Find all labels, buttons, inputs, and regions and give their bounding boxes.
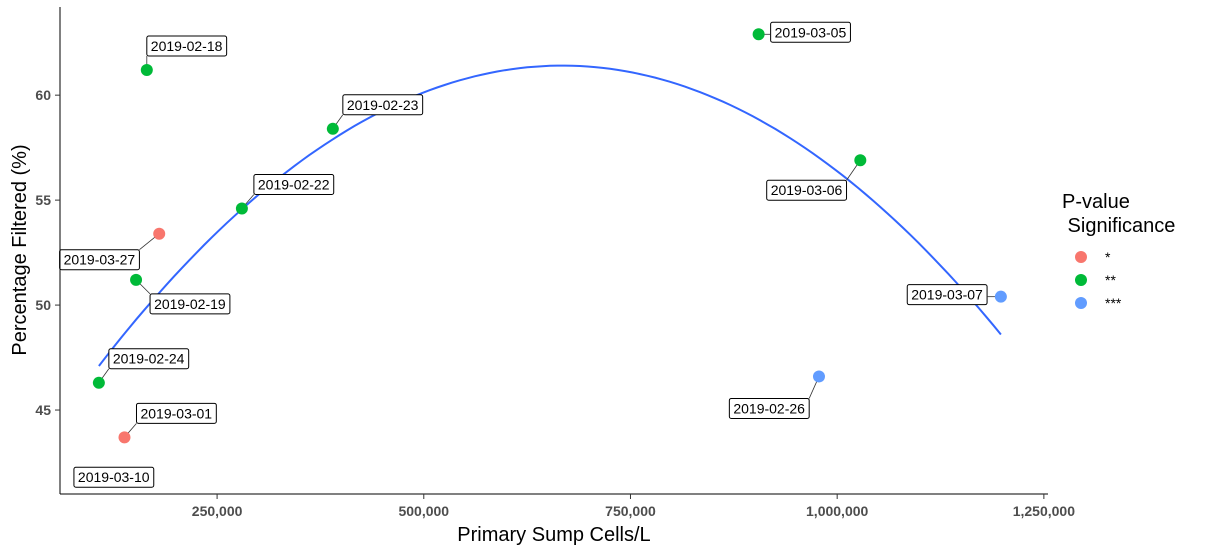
point-label-box [73,466,155,488]
point-label: 2019-02-23 [342,94,424,116]
data-point [118,431,131,444]
point-label-text: 2019-02-22 [258,177,330,193]
point-label-box [146,35,228,57]
data-point [140,63,153,76]
point-label-text: 2019-03-06 [771,182,843,198]
point-label-text: 2019-02-26 [733,400,805,416]
y-axis-title: Percentage Filtered (%) [9,144,31,355]
point-label: 2019-02-22 [253,174,335,196]
point-label-text: 2019-03-10 [78,469,150,485]
y-tick-label: 55 [35,192,51,208]
point-label-text: 2019-03-07 [911,287,983,303]
point-label-text: 2019-03-05 [775,24,847,40]
legend: P-value Significance ****** [1062,191,1175,311]
point-labels: 2019-02-18 2019-02-19 2019-02-22 2019-02-23… [59,21,1001,488]
x-tick-label: 1,000,000 [806,503,868,519]
axes: 250,000 500,000 750,000 1,000,000 1,250,000 4… [35,7,1075,519]
legend-label: ** [1105,272,1116,288]
data-point [235,202,248,215]
point-label-box [342,94,424,116]
x-tick-label: 500,000 [398,503,449,519]
data-point [752,28,765,41]
point-label: 2019-02-18 [146,35,228,57]
point-label-box [766,179,848,201]
point-label: 2019-03-05 [770,21,851,43]
point-label-box [770,21,851,43]
x-axis-title: Primary Sump Cells/L [457,524,650,546]
legend-label: * [1105,249,1111,265]
point-label: 2019-02-26 [728,397,810,419]
plot-area: 2019-02-18 2019-02-19 2019-02-22 2019-02-23… [59,21,1007,488]
legend-key [1075,297,1087,309]
y-tick-label: 50 [35,297,51,313]
point-label-box [728,397,810,419]
data-point [130,273,143,286]
point-label-box [149,293,231,315]
y-tick-label: 45 [35,402,51,418]
y-tick-label: 60 [35,87,51,103]
point-label-text: 2019-02-19 [154,296,226,312]
data-point [812,370,825,383]
point-label-box [253,174,335,196]
legend-key [1075,274,1087,286]
data-point [326,122,339,135]
point-label: 2019-03-07 [906,284,988,306]
point-label-text: 2019-03-01 [140,405,212,421]
x-tick-label: 250,000 [192,503,243,519]
x-tick-label: 750,000 [605,503,656,519]
point-label: 2019-03-27 [59,249,140,271]
legend-label: *** [1105,295,1122,311]
point-label-text: 2019-03-27 [64,252,136,268]
point-label-text: 2019-02-23 [347,97,419,113]
x-tick-label: 1,250,000 [1013,503,1075,519]
trend-line [98,64,1002,367]
point-label-box [108,348,190,370]
point-label: 2019-02-24 [108,348,190,370]
legend-title-line2: Significance [1062,215,1175,237]
point-label: 2019-03-01 [135,402,217,424]
data-point [153,227,166,240]
legend-key [1075,251,1087,263]
data-points [92,28,1007,444]
point-label: 2019-03-06 [766,179,848,201]
data-point [994,290,1007,303]
legend-title-line1: P-value [1062,191,1130,213]
point-label-text: 2019-02-18 [151,38,223,54]
data-point [854,154,867,167]
point-label: 2019-03-10 [73,466,155,488]
data-point [92,376,105,389]
point-label-box [135,402,217,424]
point-label: 2019-02-19 [149,293,231,315]
point-label-box [906,284,988,306]
point-label-text: 2019-02-24 [113,351,185,367]
